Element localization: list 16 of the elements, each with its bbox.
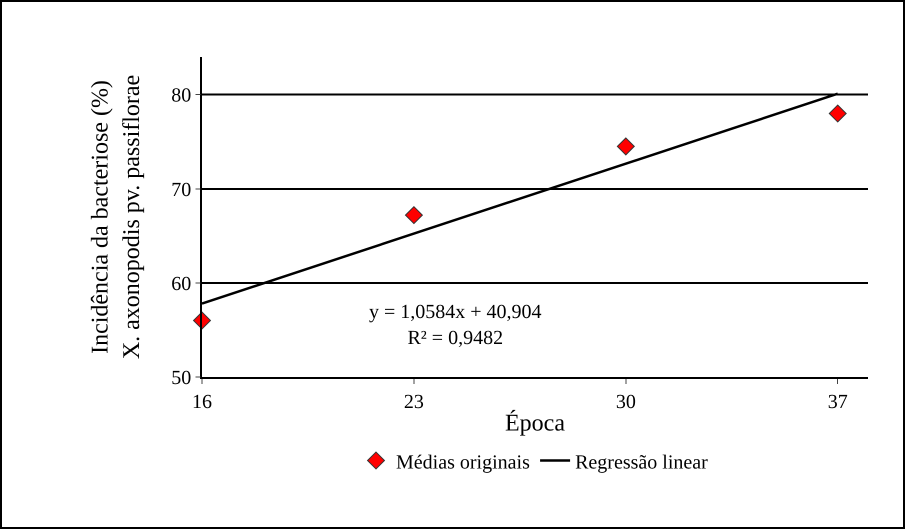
- y-axis-title: Incidência da bacteriose (%) X. axonopodis pv. passiflorae: [88, 74, 145, 360]
- legend-label: Médias originais: [396, 451, 530, 474]
- x-tick-label: 30: [616, 390, 636, 413]
- point: [828, 104, 847, 122]
- y-tick-label: 50: [171, 367, 192, 389]
- x-tick-label: 37: [828, 390, 848, 413]
- x-tick-label: 23: [404, 390, 424, 413]
- point: [616, 137, 635, 156]
- x-axis-title: Época: [505, 410, 566, 437]
- y-tick-label: 80: [171, 84, 192, 107]
- y-tick-label: 60: [171, 272, 192, 295]
- x-tick-label: 16: [192, 390, 212, 413]
- point: [404, 206, 423, 224]
- legend-label: Regressão linear: [575, 451, 708, 474]
- annotation: y = 1,0584x + 40,904 R² = 0,9482: [369, 301, 542, 349]
- y-tick-label: 70: [171, 178, 192, 201]
